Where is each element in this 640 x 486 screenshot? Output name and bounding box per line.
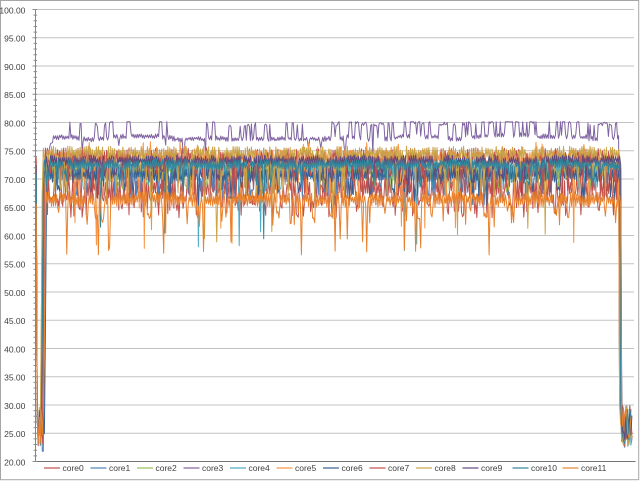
svg-text:core10: core10	[531, 463, 557, 473]
svg-text:85.00: 85.00	[4, 90, 26, 100]
svg-text:95.00: 95.00	[4, 34, 26, 44]
svg-text:core1: core1	[109, 463, 131, 473]
svg-text:65.00: 65.00	[4, 203, 26, 213]
svg-text:20.00: 20.00	[4, 457, 26, 467]
svg-text:25.00: 25.00	[4, 429, 26, 439]
svg-text:40.00: 40.00	[4, 344, 26, 354]
svg-text:90.00: 90.00	[4, 62, 26, 72]
svg-text:55.00: 55.00	[4, 260, 26, 270]
svg-text:80.00: 80.00	[4, 118, 26, 128]
svg-text:75.00: 75.00	[4, 147, 26, 157]
svg-text:100.00: 100.00	[0, 5, 26, 15]
svg-text:core5: core5	[295, 463, 317, 473]
svg-text:core0: core0	[63, 463, 85, 473]
svg-text:core9: core9	[481, 463, 503, 473]
svg-text:50.00: 50.00	[4, 288, 26, 298]
svg-text:70.00: 70.00	[4, 175, 26, 185]
svg-text:core4: core4	[249, 463, 271, 473]
svg-text:core7: core7	[388, 463, 410, 473]
svg-text:45.00: 45.00	[4, 316, 26, 326]
svg-text:60.00: 60.00	[4, 231, 26, 241]
svg-text:core3: core3	[202, 463, 224, 473]
svg-text:30.00: 30.00	[4, 401, 26, 411]
svg-text:35.00: 35.00	[4, 373, 26, 383]
svg-text:core6: core6	[342, 463, 364, 473]
svg-text:core11: core11	[581, 463, 607, 473]
svg-text:core8: core8	[435, 463, 457, 473]
svg-text:core2: core2	[156, 463, 178, 473]
